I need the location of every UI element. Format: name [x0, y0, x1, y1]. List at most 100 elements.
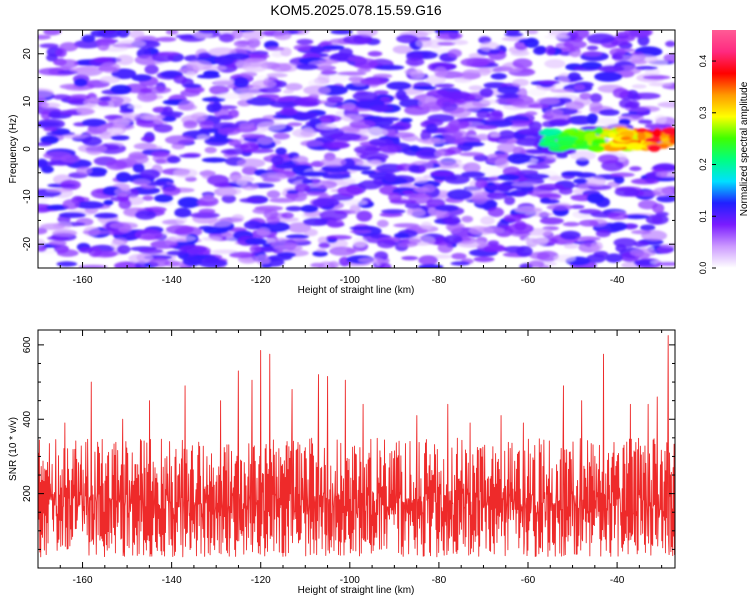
heatmap-cell: [349, 204, 361, 215]
heatmap-cell: [56, 110, 82, 116]
heatmap-cell: [402, 190, 415, 195]
heatmap-cell: [273, 132, 290, 140]
heatmap-y-axis: 20 10 0 -10 -20: [22, 29, 675, 269]
heatmap-cell: [524, 235, 549, 247]
heatmap-cell: [74, 78, 88, 87]
heatmap-cell: [217, 92, 241, 100]
heatmap-cell: [627, 100, 640, 109]
y-tick-label: 0: [22, 146, 33, 152]
heatmap-cell: [527, 88, 547, 97]
heatmap-cell: [164, 135, 195, 145]
heatmap-cell: [186, 60, 213, 71]
heatmap-cell: [239, 122, 256, 128]
heatmap-cell: [114, 261, 142, 268]
heatmap-cell: [485, 120, 513, 128]
heatmap-cell: [291, 155, 309, 165]
heatmap-cell: [404, 202, 420, 209]
heatmap-cell: [441, 131, 464, 139]
heatmap-cell: [140, 113, 158, 121]
heatmap-y-label: Frequency (Hz): [8, 115, 19, 184]
heatmap-cell: [243, 220, 263, 230]
heatmap-cell: [40, 135, 59, 145]
heatmap-cell: [669, 137, 675, 145]
heatmap-cell: [406, 208, 426, 217]
heatmap-cell: [321, 165, 349, 173]
heatmap-cell: [153, 123, 173, 133]
heatmap-cell: [586, 33, 615, 44]
heatmap-cell: [95, 37, 116, 47]
heatmap-cell: [504, 196, 516, 206]
heatmap-cell: [68, 99, 89, 106]
heatmap-cell: [558, 138, 576, 147]
heatmap-cell: [129, 30, 145, 39]
heatmap-cell: [105, 95, 132, 106]
heatmap-cell: [185, 71, 196, 78]
heatmap-cell: [315, 136, 336, 143]
heatmap-cell: [352, 91, 378, 101]
heatmap-cell: [154, 194, 174, 203]
heatmap-cell: [269, 197, 296, 203]
heatmap-cell: [290, 191, 308, 202]
heatmap-cell: [512, 78, 529, 87]
heatmap-cell: [58, 212, 86, 219]
heatmap-cell: [587, 145, 605, 152]
heatmap-cell: [349, 229, 372, 234]
heatmap-cell: [40, 102, 61, 109]
y-tick-label: 600: [22, 336, 33, 353]
heatmap-cell: [613, 175, 625, 184]
y-tick-label: 200: [22, 485, 33, 502]
heatmap-cell: [594, 117, 619, 125]
heatmap-cell: [217, 115, 234, 120]
y-tick-label: 20: [22, 48, 33, 60]
heatmap-cell: [568, 51, 583, 58]
heatmap-cell: [550, 88, 575, 93]
heatmap-cell: [198, 208, 216, 215]
heatmap-cell: [468, 85, 484, 91]
heatmap-cell: [652, 128, 663, 138]
heatmap-cell: [558, 145, 569, 151]
heatmap-cell: [473, 154, 488, 162]
heatmap-cell: [578, 208, 602, 215]
heatmap-cell: [648, 145, 660, 152]
heatmap-cell: [491, 110, 503, 118]
heatmap-cell: [642, 75, 671, 80]
heatmap-cell: [85, 129, 103, 136]
heatmap-cell: [128, 253, 154, 264]
heatmap-cell: [59, 42, 78, 52]
colorbar-tick-label: 0.0: [698, 262, 708, 275]
heatmap-cell: [198, 30, 220, 34]
heatmap-cell: [110, 135, 130, 141]
heatmap-cell: [151, 150, 170, 158]
heatmap-cell: [376, 219, 389, 228]
heatmap-cell: [78, 247, 93, 254]
heatmap-cell: [198, 259, 228, 268]
heatmap-cell: [610, 172, 635, 178]
snr-y-axis: 200 400 600: [22, 336, 675, 569]
heatmap-cell: [388, 192, 402, 202]
heatmap-cell: [211, 249, 238, 254]
heatmap-cell: [56, 249, 79, 257]
heatmap-cell: [605, 253, 623, 263]
heatmap-cell: [384, 172, 397, 183]
heatmap-cell: [183, 121, 198, 129]
heatmap-cell: [159, 111, 184, 117]
heatmap-cell: [336, 71, 367, 76]
heatmap-cell: [595, 127, 604, 135]
heatmap-cell: [418, 150, 439, 157]
heatmap-cell: [645, 214, 669, 225]
heatmap-cell: [490, 132, 501, 138]
heatmap-cell: [62, 199, 80, 210]
heatmap-cell: [400, 117, 413, 123]
heatmap-cell: [497, 86, 521, 94]
heatmap-cell: [386, 131, 415, 138]
heatmap-cell: [614, 187, 640, 197]
heatmap-cell: [659, 243, 675, 248]
heatmap-cell: [394, 232, 410, 239]
heatmap-cell: [300, 140, 324, 147]
heatmap-cell: [567, 72, 581, 81]
heatmap-cell: [598, 65, 625, 73]
heatmap-cell: [524, 37, 539, 48]
heatmap-cell: [115, 172, 132, 183]
heatmap-cell: [482, 166, 501, 177]
colorbar-bar: [712, 30, 736, 268]
